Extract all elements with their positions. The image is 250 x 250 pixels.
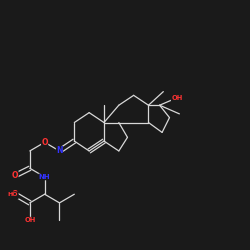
Text: O: O <box>12 171 18 180</box>
Text: HO: HO <box>7 192 18 197</box>
Text: N: N <box>56 146 63 156</box>
Text: O: O <box>12 190 18 199</box>
Text: NH: NH <box>39 174 50 180</box>
Text: OH: OH <box>171 95 182 101</box>
Text: O: O <box>42 138 48 147</box>
Text: OH: OH <box>24 217 36 223</box>
